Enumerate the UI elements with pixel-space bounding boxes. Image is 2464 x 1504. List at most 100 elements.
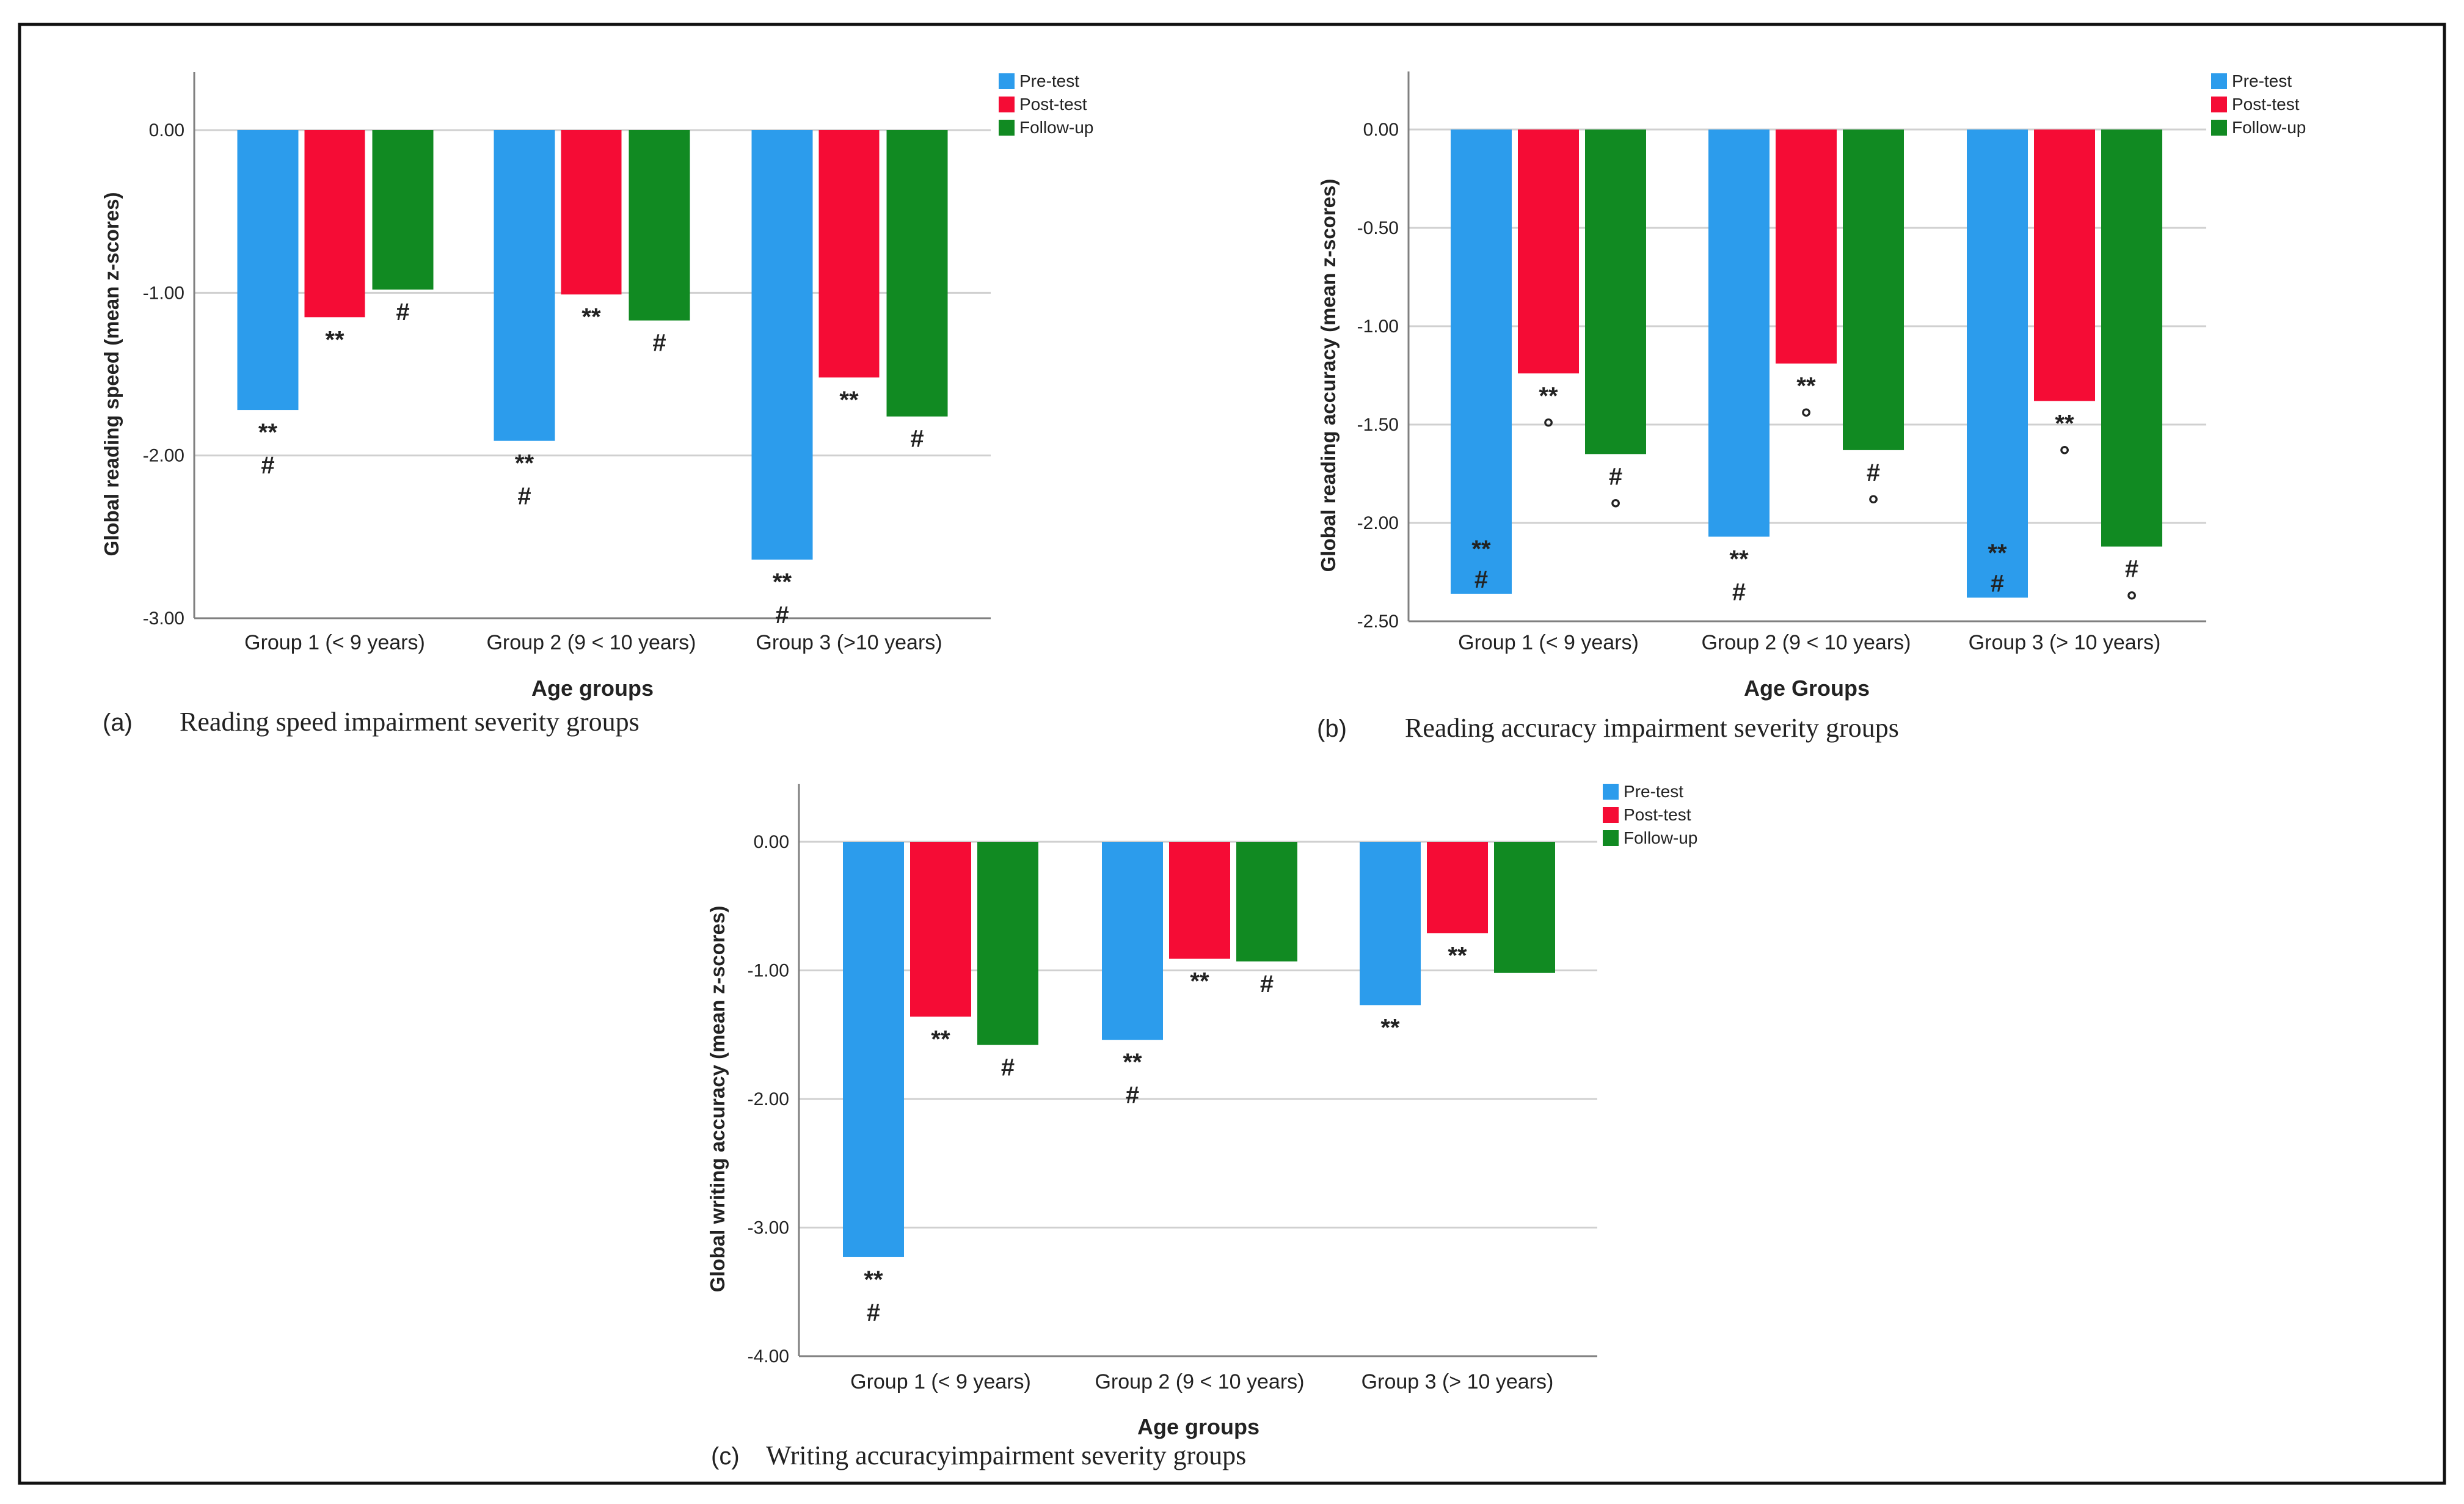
significance-mark: ** — [1539, 382, 1558, 409]
significance-mark: ** — [1471, 536, 1491, 563]
significance-mark: ** — [515, 450, 534, 477]
significance-mark: ** — [581, 304, 601, 330]
bar-post — [1776, 130, 1837, 364]
significance-mark: ** — [864, 1266, 883, 1293]
bar-pre — [843, 842, 904, 1257]
significance-mark: # — [1260, 971, 1274, 998]
legend-label: Post-test — [1019, 95, 1087, 114]
significance-mark: ** — [773, 569, 792, 596]
bar-pre — [237, 130, 299, 411]
bar-pre — [1708, 130, 1770, 537]
panel-caption: Reading speed impairment severity groups — [180, 707, 640, 737]
legend-label: Post-test — [2232, 95, 2300, 114]
significance-mark: # — [396, 299, 409, 326]
legend-swatch-post — [2211, 97, 2227, 112]
bar-follow — [1585, 130, 1646, 454]
significance-mark: ** — [931, 1026, 950, 1053]
x-tick-label: Group 2 (9 < 10 years) — [486, 631, 696, 654]
significance-mark: ** — [1380, 1014, 1400, 1041]
y-tick-label: -4.00 — [748, 1346, 789, 1367]
x-axis-label: Age Groups — [1744, 676, 1870, 701]
significance-mark: # — [775, 602, 789, 629]
bar-pre — [494, 130, 555, 441]
bar-follow — [977, 842, 1038, 1045]
bar-follow — [629, 130, 690, 321]
legend-label: Pre-test — [1019, 71, 1079, 90]
y-axis-label: Global reading accuracy (mean z-scores) — [1317, 179, 1340, 572]
bar-post — [1169, 842, 1230, 959]
y-tick-label: 0.00 — [1363, 120, 1399, 140]
significance-mark: # — [1991, 570, 2004, 597]
panel-caption: Reading accuracy impairment severity gro… — [1405, 713, 1899, 743]
bar-post — [1518, 130, 1579, 374]
x-tick-label: Group 1 (< 9 years) — [850, 1370, 1031, 1393]
bar-follow — [1494, 842, 1555, 973]
panel-caption: Writing accuracyimpairment severity grou… — [766, 1440, 1246, 1470]
significance-mark: # — [1732, 579, 1746, 606]
bar-post — [304, 130, 365, 318]
significance-mark: # — [652, 330, 666, 357]
significance-mark: # — [1001, 1054, 1015, 1081]
bar-pre — [1967, 130, 2028, 598]
panel-label: (c) — [711, 1443, 740, 1470]
bar-follow — [1236, 842, 1297, 962]
y-tick-label: -1.50 — [1357, 415, 1399, 435]
x-tick-label: Group 1 (< 9 years) — [1458, 631, 1639, 654]
significance-mark: # — [1474, 566, 1488, 593]
significance-mark: # — [2125, 556, 2138, 583]
significance-mark: ** — [1448, 942, 1467, 969]
chart-reading-speed: 0.00 -1.00 -2.00 -3.00 Global reading speed … — [100, 71, 1093, 737]
y-tick-label: -2.00 — [748, 1089, 789, 1109]
legend-label: Pre-test — [1624, 782, 1683, 801]
bar-post — [818, 130, 880, 378]
significance-mark: ° — [1543, 413, 1554, 443]
legend-swatch-post — [1603, 807, 1619, 823]
y-tick-label: 0.00 — [754, 832, 789, 852]
significance-mark: ° — [1801, 403, 1812, 433]
significance-mark: # — [1609, 463, 1622, 490]
chart-writing-accuracy: 0.00 -1.00 -2.00 -3.00 -4.00 Global writing a… — [706, 782, 1697, 1470]
significance-mark: ** — [1988, 539, 2007, 566]
significance-mark: ° — [2126, 586, 2137, 616]
x-tick-label: Group 3 (>10 years) — [756, 631, 942, 654]
bar-pre — [1451, 130, 1512, 594]
significance-mark: # — [867, 1299, 880, 1326]
bar-post — [1427, 842, 1488, 933]
y-axis-label: Global reading speed (mean z-scores) — [100, 192, 123, 557]
bar-post — [2034, 130, 2095, 401]
legend-swatch-pre — [999, 73, 1015, 89]
significance-mark: ** — [325, 326, 344, 353]
legend-label: Post-test — [1624, 805, 1691, 824]
significance-mark: ** — [1796, 373, 1816, 400]
x-tick-label: Group 1 (< 9 years) — [244, 631, 425, 654]
y-tick-label: -0.50 — [1357, 218, 1399, 238]
legend-swatch-follow — [2211, 120, 2227, 136]
significance-mark: ° — [1868, 490, 1879, 520]
bar-post — [910, 842, 971, 1017]
bar-follow — [372, 130, 434, 290]
y-tick-label: 0.00 — [149, 120, 184, 141]
y-tick-label: -1.00 — [1357, 316, 1399, 337]
y-tick-label: -3.00 — [143, 608, 184, 629]
x-axis-label: Age groups — [1137, 1414, 1259, 1439]
significance-mark: ** — [1123, 1049, 1142, 1076]
significance-mark: ** — [1190, 968, 1209, 995]
significance-mark: # — [261, 452, 274, 479]
x-tick-label: Group 2 (9 < 10 years) — [1095, 1370, 1304, 1393]
bar-follow — [2101, 130, 2162, 547]
bar-post — [561, 130, 622, 294]
legend-swatch-follow — [999, 120, 1015, 136]
y-tick-label: -2.00 — [143, 446, 184, 466]
x-axis-label: Age groups — [531, 676, 654, 701]
x-tick-label: Group 3 (> 10 years) — [1361, 1370, 1554, 1393]
significance-mark: # — [1126, 1082, 1139, 1109]
bar-follow — [886, 130, 948, 417]
chart-reading-accuracy: 0.00 -0.50 -1.00 -1.50 -2.00 -2.50 Global read… — [1317, 71, 2306, 743]
x-tick-label: Group 3 (> 10 years) — [1969, 631, 2161, 654]
legend-label: Follow-up — [1019, 118, 1093, 137]
legend-label: Follow-up — [2232, 118, 2306, 137]
legend-swatch-pre — [1603, 784, 1619, 800]
significance-mark: ** — [1729, 546, 1749, 573]
significance-mark: ** — [2055, 410, 2074, 437]
panel-label: (b) — [1317, 715, 1347, 742]
